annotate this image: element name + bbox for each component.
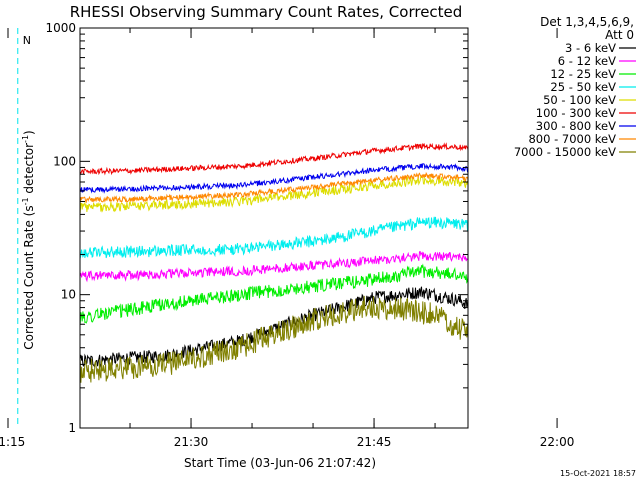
legend-header-line-1: Det 1,3,4,5,6,9, [540,15,634,29]
y-axis-label: Corrected Count Rate (s-1 detector-1) [21,130,36,349]
y-tick-label: 10 [61,288,76,302]
svg-text:Corrected Count Rate (s-1 dete: Corrected Count Rate (s-1 detector-1) [21,130,36,349]
legend-label: 800 - 7000 keV [528,132,616,146]
chart-title: RHESSI Observing Summary Count Rates, Co… [70,3,463,21]
x-axis-label: Start Time (03-Jun-06 21:07:42) [184,456,376,470]
legend-label: 6 - 12 keV [558,54,616,68]
legend-label: 7000 - 15000 keV [514,145,616,159]
ylabel-mid: detector [22,143,36,198]
timestamp: 15-Oct-2021 18:57 [560,469,636,478]
y-tick-label: 1 [68,421,76,435]
y-tick-label: 1000 [45,21,76,35]
ylabel-end: ) [22,130,36,135]
legend-label: 3 - 6 keV [565,41,616,55]
series-line [80,250,468,283]
series-line [80,162,468,194]
series-line [80,171,468,204]
legend-label: 12 - 25 keV [550,67,616,81]
night-label: N [23,34,31,47]
legend-label: 25 - 50 keV [550,80,616,94]
x-tick-label: 22:00 [540,435,575,449]
legend-label: 50 - 100 keV [543,93,616,107]
legend-label: 300 - 800 keV [536,119,616,133]
ylabel-sup-2: -1 [21,135,30,143]
night-flare-annotations: N F [17,28,31,428]
series-line [80,295,468,383]
series-line [80,216,468,259]
y-tick-label: 100 [53,154,76,168]
x-tick-label: 21:30 [174,435,209,449]
plot-frame [79,27,469,429]
series-line [80,263,468,324]
ylabel-main: Corrected Count Rate (s [22,205,36,349]
x-tick-label: 21:15 [0,435,25,449]
series-line [80,174,468,213]
legend-label: 100 - 300 keV [536,106,616,120]
series-line [80,286,468,368]
legend-header-line-2: Att 0 [605,28,634,42]
x-tick-label: 21:45 [357,435,392,449]
plot-area [80,142,468,383]
series-line [80,142,468,176]
ylabel-sup-1: -1 [21,197,30,205]
